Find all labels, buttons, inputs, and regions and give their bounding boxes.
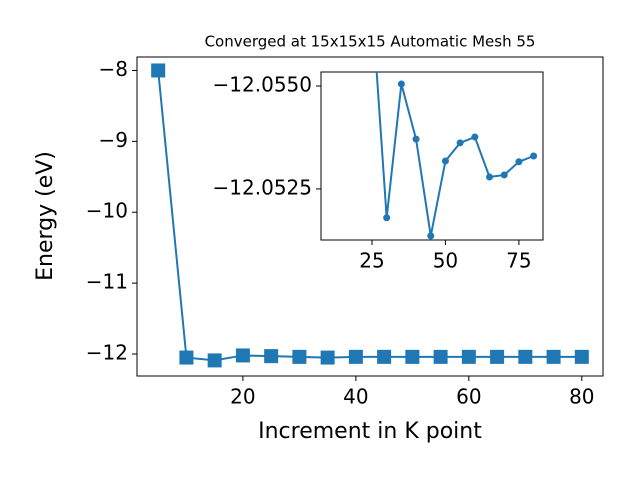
marker	[151, 63, 166, 78]
plot-area	[320, 71, 544, 241]
y-tick-label: −12.0550	[213, 73, 312, 97]
x-axis-label: Increment in K point	[258, 419, 482, 444]
marker	[235, 348, 250, 363]
x-tick-label: 60	[456, 385, 481, 409]
y-tick-label: −12	[86, 341, 128, 365]
marker	[179, 350, 194, 365]
series	[151, 63, 589, 368]
marker	[320, 350, 335, 365]
marker	[405, 349, 420, 364]
marker	[397, 80, 405, 88]
marker	[490, 349, 505, 364]
marker	[518, 349, 533, 364]
series	[375, 72, 538, 240]
marker	[456, 139, 464, 147]
line	[157, 70, 582, 362]
marker	[427, 232, 435, 240]
marker	[515, 158, 523, 166]
x-tick-label: 40	[343, 385, 368, 409]
marker	[461, 349, 476, 364]
marker	[433, 349, 448, 364]
marker	[546, 349, 561, 364]
marker	[292, 349, 307, 364]
marker	[383, 214, 391, 222]
y-tick-label: −8	[99, 57, 128, 81]
y-tick-label: −11	[86, 270, 128, 294]
marker	[377, 349, 392, 364]
x-tick-label: 80	[569, 385, 594, 409]
marker	[441, 157, 449, 165]
marker	[574, 349, 589, 364]
x-tick-label: 50	[433, 249, 458, 273]
marker	[412, 135, 420, 143]
x-tick-label: 20	[230, 385, 255, 409]
marker	[530, 152, 538, 160]
marker	[500, 171, 508, 179]
marker	[264, 349, 279, 364]
chart-title: Converged at 15x15x15 Automatic Mesh 55	[205, 33, 536, 51]
marker	[348, 349, 363, 364]
marker	[471, 133, 479, 141]
marker	[207, 353, 222, 368]
x-tick-label: 25	[359, 249, 384, 273]
y-axis-label: Energy (eV)	[33, 151, 58, 281]
y-tick-label: −12.0525	[213, 175, 312, 199]
y-tick-label: −10	[86, 199, 128, 223]
y-tick-label: −9	[99, 128, 128, 152]
marker	[486, 173, 494, 181]
x-tick-label: 75	[506, 249, 531, 273]
